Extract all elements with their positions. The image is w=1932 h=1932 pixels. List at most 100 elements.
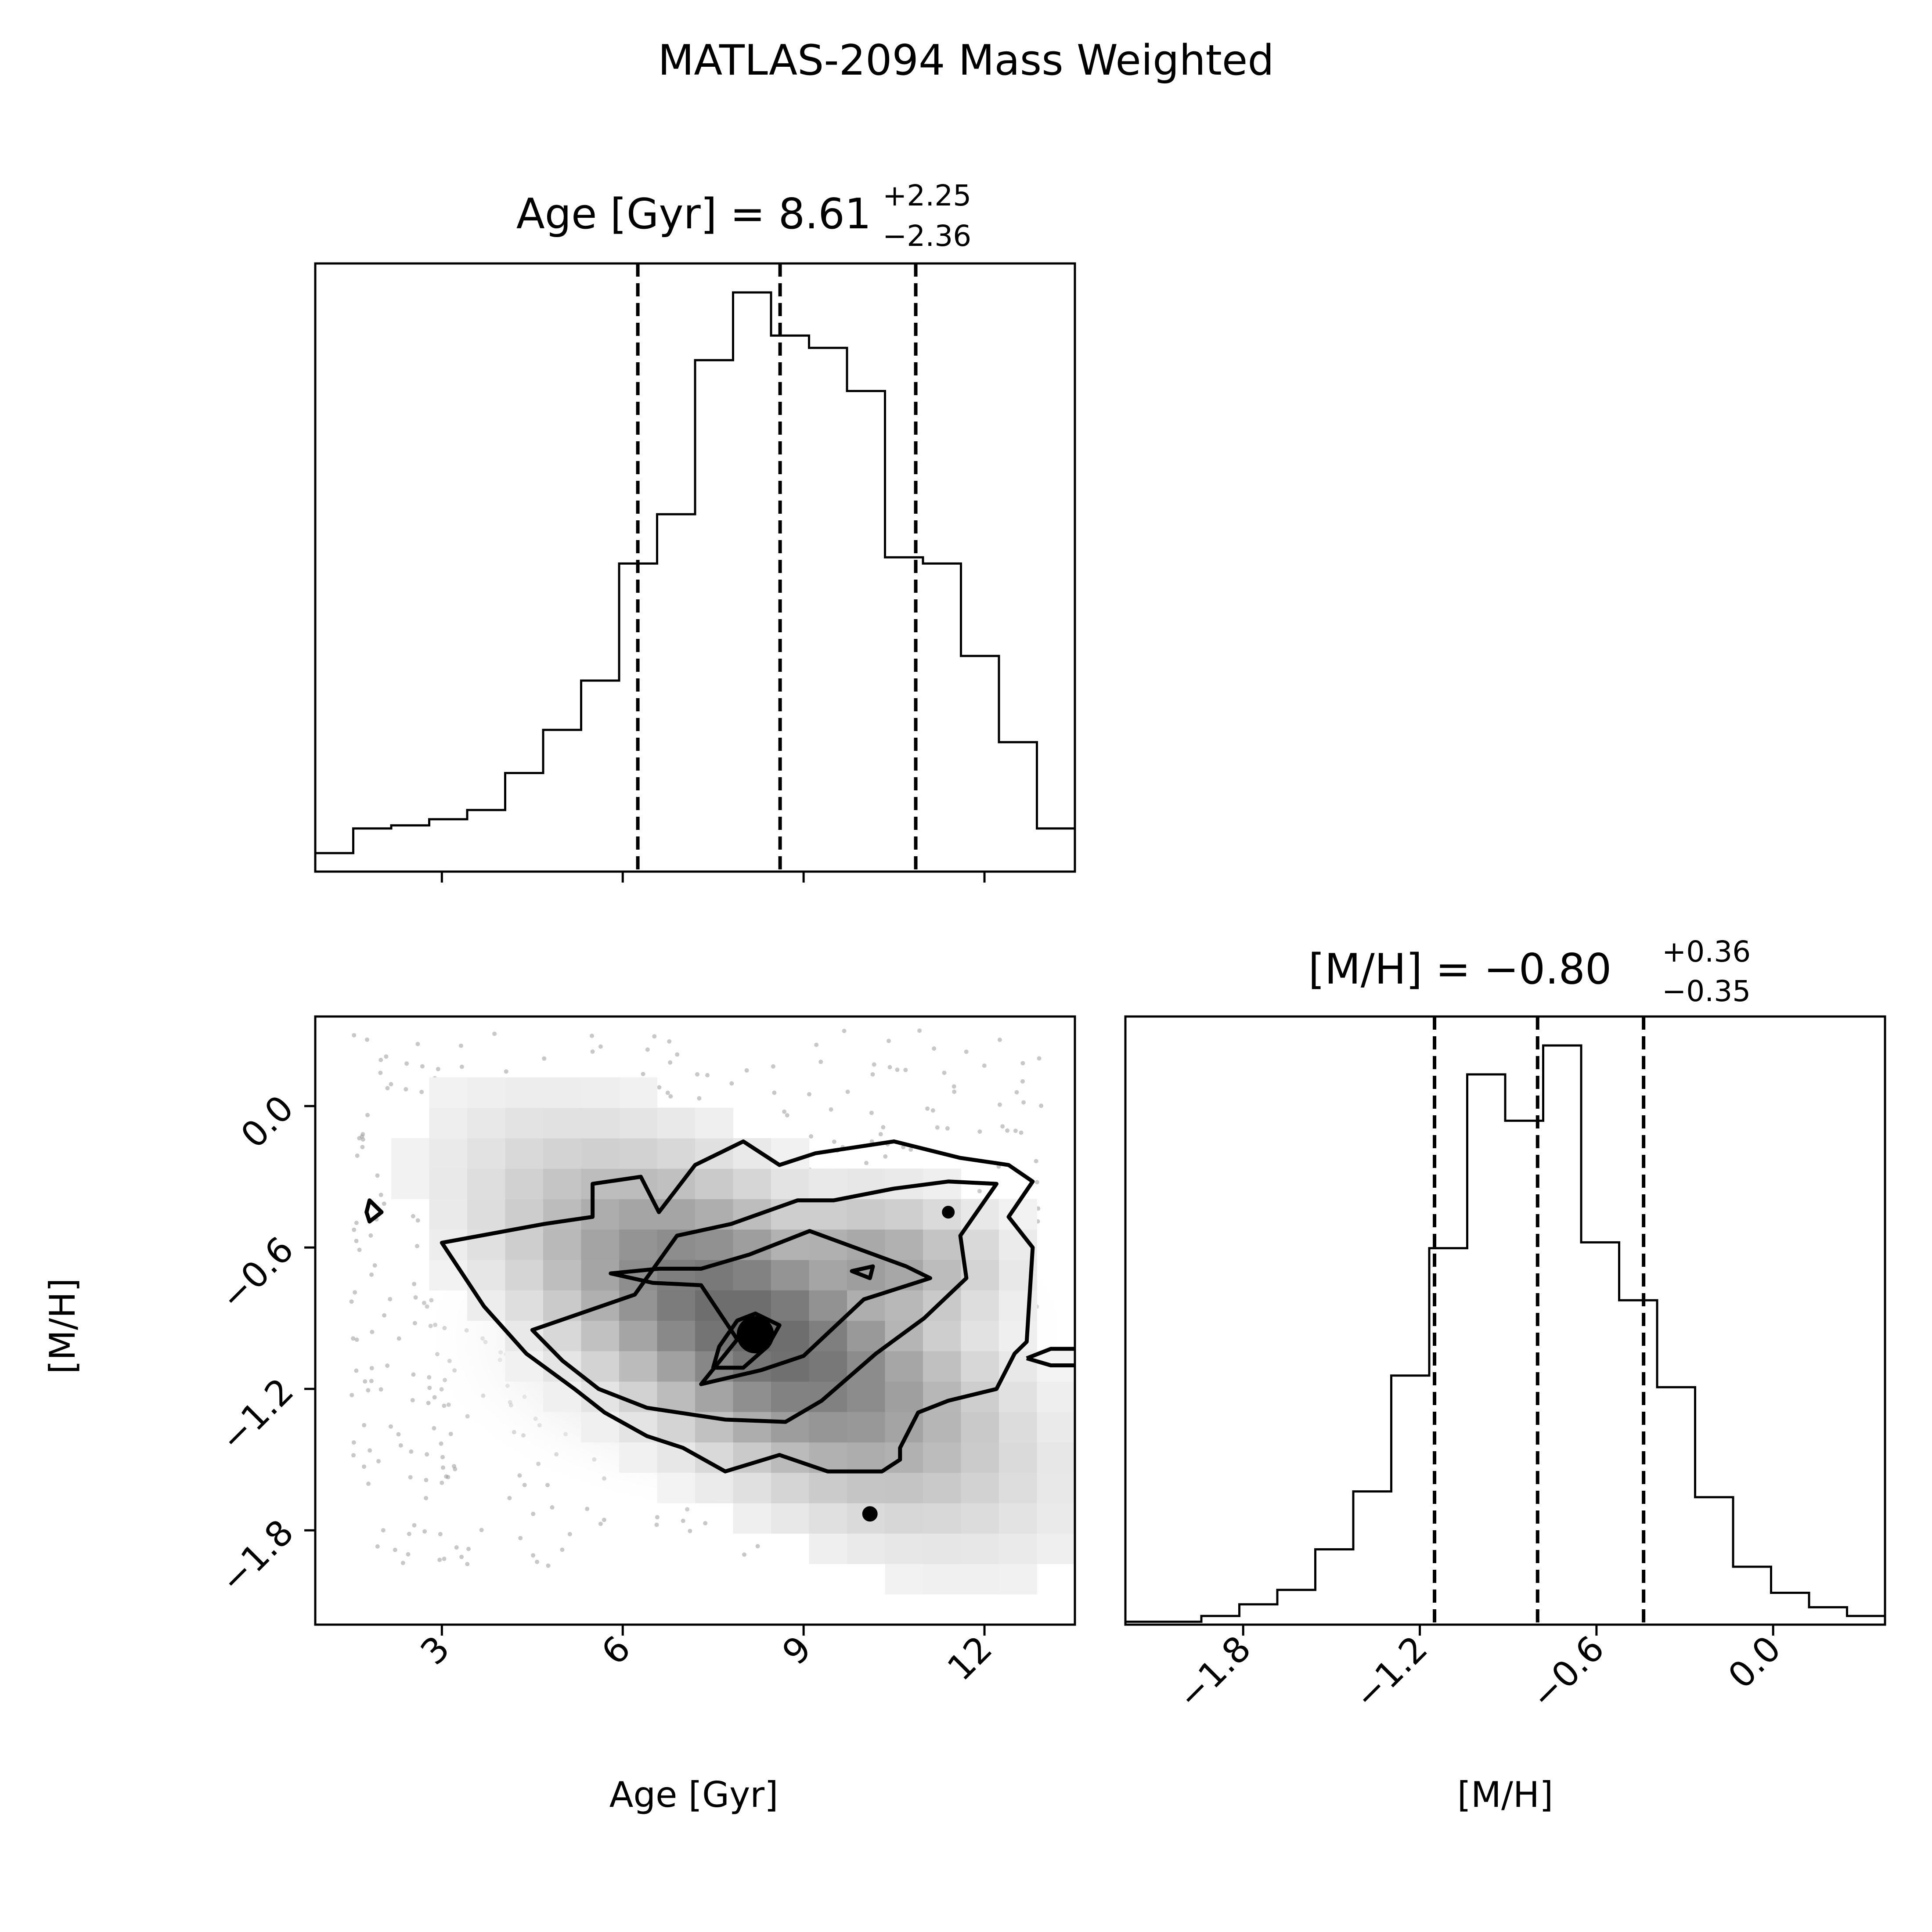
density-cell [847,1320,885,1352]
density-cell [695,1472,733,1503]
mh-histogram-panel: −1.8 −1.2 −0.6 0.0 [M/H] = −0.80 +0.36 −0.3… [1124,935,1886,1815]
scatter-point [365,1113,370,1117]
scatter-point [357,1247,362,1252]
scatter-point [742,1552,746,1557]
contour-core [711,1311,782,1370]
density-cell [923,1442,961,1473]
density-cell [885,1381,923,1412]
scatter-point [507,1496,512,1500]
scatter-point [964,1049,969,1054]
density-cell [695,1229,733,1260]
scatter-point [408,1475,413,1480]
scatter-point [425,1452,429,1457]
density-cell [1037,1381,1075,1412]
density-cell [885,1472,923,1503]
scatter-point [903,1067,908,1072]
density-cell [505,1138,544,1169]
density-cell [961,1472,999,1503]
scatter-point [385,1086,390,1091]
scatter-point [652,1034,657,1039]
density-cell [885,1199,923,1230]
scatter-point [349,1299,354,1304]
density-cell [505,1290,544,1321]
density-cell [961,1320,999,1352]
density-cell [657,1199,696,1230]
scatter-point [440,1481,444,1485]
scatter-point [872,1062,876,1067]
x-tick-label-joint: 9 [775,1628,819,1673]
scatter-point [382,1201,386,1206]
density-cell [657,1320,696,1352]
scatter-point [436,1067,440,1071]
scatter-point [492,1031,497,1036]
density-cell [999,1472,1037,1503]
density-cell [657,1290,696,1321]
scatter-point [355,1153,360,1158]
scatter-point [404,1087,408,1092]
density-cell [847,1351,885,1382]
scatter-point [458,1043,463,1048]
x-tick-label-joint: 6 [594,1628,638,1673]
scatter-point [845,1089,850,1094]
scatter-point [389,1082,393,1087]
scatter-point [1000,1124,1005,1129]
density-cell [695,1107,733,1139]
density-cell [885,1503,923,1534]
scatter-point [354,1368,359,1373]
density-cell [619,1351,657,1382]
scatter-point [389,1424,393,1429]
joint-density-frame [314,1015,1076,1626]
density-cell [581,1077,620,1108]
density-cell [657,1472,696,1503]
scatter-point [354,1239,359,1244]
scatter-point [441,1465,445,1470]
density-cell [619,1320,657,1352]
density-cell [961,1351,999,1382]
scatter-point [550,1505,555,1510]
density-cell [543,1107,581,1139]
scatter-point [771,1064,775,1069]
scatter-point [1020,1061,1025,1066]
density-cell [695,1168,733,1200]
density-cell [961,1442,999,1473]
density-cell [847,1412,885,1443]
density-cell [885,1351,923,1382]
mh-median: −0.80 [1484,945,1611,994]
scatter-point [378,1387,383,1392]
scatter-point [378,1071,383,1075]
scatter-point [422,1529,427,1534]
scatter-point [518,1536,523,1540]
scatter-point [522,1483,527,1487]
scatter-point [1019,1130,1024,1135]
density-cell [657,1107,696,1139]
scatter-point [932,1046,937,1051]
age-plus-error: +2.25 [883,179,971,213]
density-cell [505,1168,544,1200]
density-cell [999,1412,1037,1443]
density-cell [771,1472,809,1503]
density-cell [999,1533,1037,1564]
scatter-point [412,1282,417,1287]
scatter-point [368,1448,372,1453]
scatter-point [567,1532,572,1536]
scatter-point [1013,1128,1018,1133]
scatter-point [398,1443,403,1448]
scatter-point [665,1090,670,1095]
density-cell [961,1229,999,1260]
density-cell [923,1472,961,1503]
scatter-point [952,1089,957,1094]
scatter-point [641,1072,645,1076]
scatter-point [667,1039,672,1044]
scatter-point [362,1423,367,1427]
scatter-point [668,1094,673,1099]
scatter-point [645,1047,650,1052]
scatter-point [697,1096,702,1101]
density-cell [505,1077,544,1108]
density-cell [999,1442,1037,1473]
scatter-point [925,1106,930,1111]
mh-title-prefix: [M/H] = [1308,945,1484,994]
scatter-point [363,1379,368,1384]
density-cell [467,1168,505,1200]
scatter-point [420,1064,425,1069]
scatter-point [997,1102,1002,1107]
